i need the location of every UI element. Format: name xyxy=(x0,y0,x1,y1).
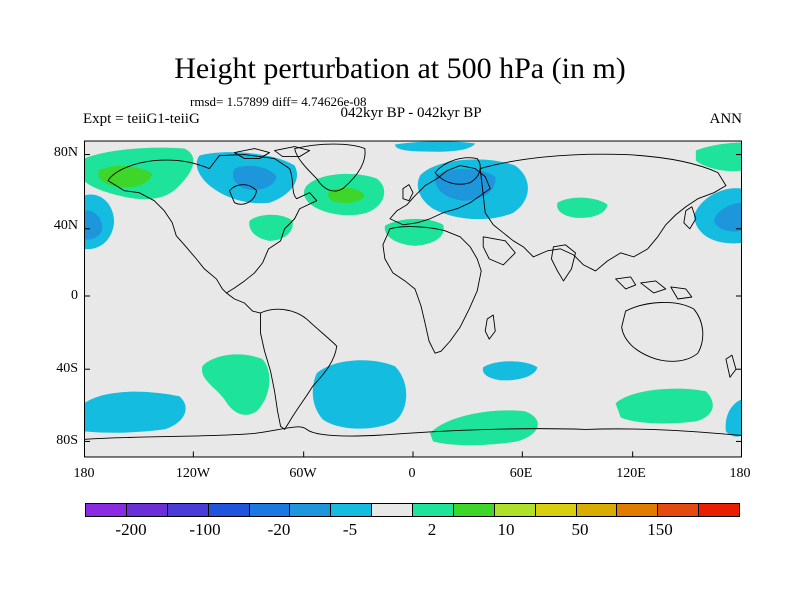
colorbar-label-50: 50 xyxy=(571,520,589,539)
anomaly-nw-pacific-positive xyxy=(695,142,742,172)
coast-madagascar xyxy=(484,314,496,340)
anomaly-mediterranean-positive xyxy=(384,218,444,246)
colorbar-label-minus-100: -100 xyxy=(189,520,221,539)
colorbar-label-150: 150 xyxy=(647,520,673,539)
colorbar-segment-10 xyxy=(494,504,536,516)
colorbar-segment-9 xyxy=(453,504,495,516)
anomaly-s-indian-negative xyxy=(482,361,538,381)
lat-label-80s: 80S xyxy=(56,433,78,448)
colorbar-label-2: 2 xyxy=(427,520,437,539)
anomaly-pacific-east-negative-core xyxy=(713,202,742,232)
colorbar-label-10: 10 xyxy=(497,520,515,539)
colorbar-label-minus-5: -5 xyxy=(342,520,358,539)
coast-arabia xyxy=(482,236,516,266)
lon-label-180-west: 180 xyxy=(73,466,95,481)
anomaly-canada-negative-core xyxy=(232,165,277,190)
colorbar-segment-14 xyxy=(658,504,700,516)
coast-india xyxy=(550,244,576,282)
colorbar-label-minus-200: -200 xyxy=(115,520,147,539)
anomaly-arctic-negative xyxy=(394,141,476,152)
colorbar-segment-4 xyxy=(249,504,291,516)
colorbar-segment-0 xyxy=(86,504,127,516)
coast-scandinavia xyxy=(434,157,481,185)
colorbar-segment-11 xyxy=(535,504,577,516)
lon-label-0: 0 xyxy=(408,466,416,481)
coast-greenland xyxy=(294,143,366,192)
colorbar-segment-7 xyxy=(372,504,413,516)
anomaly-s-atlantic-negative xyxy=(312,360,407,429)
colorbar-segment-3 xyxy=(208,504,250,516)
anomaly-europe-negative-core xyxy=(434,168,496,201)
coast-south-america xyxy=(260,308,338,430)
anomaly-s-pacific-east-negative xyxy=(725,399,742,437)
anomaly-central-asia-positive xyxy=(557,197,608,218)
coast-north-america xyxy=(107,154,318,294)
lon-label-60e: 60E xyxy=(509,466,533,481)
plot-title: Height perturbation at 500 hPa (in m) xyxy=(174,52,626,85)
colorbar-label-minus-20: -20 xyxy=(267,520,291,539)
coastlines xyxy=(84,143,742,440)
coast-asia xyxy=(479,153,727,272)
anomaly-layer xyxy=(84,141,742,446)
anomaly-s-pacific-positive xyxy=(201,354,270,415)
coast-hudson-bay xyxy=(228,184,257,205)
anomaly-southern-ocean-positive-2 xyxy=(615,388,713,424)
coast-europe xyxy=(389,165,491,226)
colorbar-segment-5 xyxy=(290,504,332,516)
coast-central-america xyxy=(226,292,261,314)
colorbar-segment-12 xyxy=(576,504,618,516)
coast-canadian-archipelago xyxy=(234,146,311,160)
map-frame xyxy=(84,140,742,458)
season-label: ANN xyxy=(709,111,743,127)
coast-uk xyxy=(402,184,414,202)
anomaly-pacific-west-negative-core xyxy=(84,210,103,240)
lon-label-60w: 60W xyxy=(289,466,317,481)
experiment-label: Expt = teiiG1-teiiG xyxy=(83,111,200,127)
colorbar-segment-2 xyxy=(167,504,209,516)
lat-label-40s: 40S xyxy=(56,361,78,376)
colorbar-segment-6 xyxy=(331,504,373,516)
plot-subtitle: 042kyr BP - 042kyr BP xyxy=(340,105,482,121)
colorbar-segment-13 xyxy=(617,504,659,516)
lat-label-40n: 40N xyxy=(53,218,78,233)
colorbar xyxy=(85,503,740,517)
lat-label-80n: 80N xyxy=(53,145,78,160)
coast-japan xyxy=(683,206,697,230)
lon-label-180-east: 180 xyxy=(729,466,751,481)
colorbar-segment-15 xyxy=(699,504,739,516)
lon-label-120w: 120W xyxy=(175,466,211,481)
lat-label-0: 0 xyxy=(71,288,78,303)
world-map xyxy=(84,140,742,458)
lon-label-120e: 120E xyxy=(616,466,646,481)
anomaly-s-pacific-180-negative xyxy=(84,391,186,433)
colorbar-segment-8 xyxy=(413,504,454,516)
anomaly-southern-ocean-positive-1 xyxy=(430,410,538,446)
coast-africa xyxy=(382,226,482,354)
colorbar-segment-1 xyxy=(126,504,168,516)
coast-se-asia-islands xyxy=(615,276,693,300)
coast-antarctica xyxy=(84,426,742,440)
anomaly-atlantic-positive-core xyxy=(328,187,365,204)
coast-australia xyxy=(621,301,704,362)
rmsd-stats: rmsd= 1.57899 diff= 4.74626e-08 xyxy=(190,94,367,109)
anomaly-us-east-positive xyxy=(249,214,293,241)
anomaly-alaska-positive-core xyxy=(98,165,153,188)
